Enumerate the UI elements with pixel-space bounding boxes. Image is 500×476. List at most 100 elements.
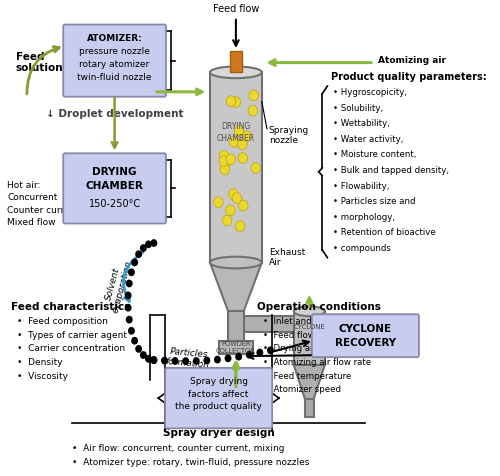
Text: DRYING
CHAMBER: DRYING CHAMBER	[217, 122, 255, 143]
Text: Spraying
nozzle: Spraying nozzle	[268, 126, 309, 145]
Text: DRYING: DRYING	[92, 167, 137, 177]
FancyBboxPatch shape	[305, 399, 314, 416]
Text: Operation conditions: Operation conditions	[258, 302, 382, 312]
FancyBboxPatch shape	[230, 51, 242, 72]
Text: • Particles size and: • Particles size and	[334, 197, 416, 206]
Text: • morphology,: • morphology,	[334, 213, 396, 222]
Circle shape	[229, 137, 238, 147]
Text: twin-fluid nozzle: twin-fluid nozzle	[78, 73, 152, 82]
Circle shape	[231, 97, 240, 108]
Text: Product quality parameters:: Product quality parameters:	[331, 72, 486, 82]
Circle shape	[249, 90, 258, 101]
Text: CHAMBER: CHAMBER	[86, 181, 143, 191]
Circle shape	[135, 345, 142, 353]
Text: •  Feed temperature: • Feed temperature	[262, 372, 351, 381]
Text: •  Inlet and Outlet temperature: • Inlet and Outlet temperature	[262, 317, 398, 326]
FancyBboxPatch shape	[210, 72, 262, 263]
Circle shape	[128, 327, 135, 335]
Ellipse shape	[294, 307, 325, 316]
Circle shape	[172, 357, 178, 365]
Text: • Solubility,: • Solubility,	[334, 104, 384, 112]
Text: Hot air:
Concurrent
Counter current
Mixed flow: Hot air: Concurrent Counter current Mixe…	[7, 181, 79, 227]
Circle shape	[124, 304, 132, 312]
Text: • Wettability,: • Wettability,	[334, 119, 390, 128]
Text: •  Atomizer type: rotary, twin-fluid, pressure nozzles: • Atomizer type: rotary, twin-fluid, pre…	[72, 457, 309, 466]
Text: • Retention of bioactive: • Retention of bioactive	[334, 228, 436, 238]
FancyBboxPatch shape	[63, 153, 166, 224]
Circle shape	[226, 96, 235, 107]
Circle shape	[124, 291, 132, 299]
Circle shape	[150, 239, 158, 247]
Text: • Bulk and tapped density,: • Bulk and tapped density,	[334, 166, 450, 175]
Circle shape	[214, 197, 223, 208]
Circle shape	[145, 240, 152, 248]
Circle shape	[145, 355, 152, 363]
Circle shape	[238, 153, 248, 163]
Text: POWDER
COLLECTOR: POWDER COLLECTOR	[216, 341, 256, 354]
Circle shape	[234, 126, 243, 136]
Circle shape	[238, 200, 248, 211]
Circle shape	[150, 356, 158, 364]
Circle shape	[126, 316, 132, 324]
Text: Feed
solution: Feed solution	[16, 52, 64, 73]
Text: rotary atomizer: rotary atomizer	[80, 60, 150, 69]
FancyBboxPatch shape	[312, 314, 419, 357]
Circle shape	[140, 351, 147, 359]
Circle shape	[140, 244, 147, 252]
Circle shape	[220, 164, 230, 175]
Text: factors affect: factors affect	[188, 390, 249, 399]
Text: 150-250°C: 150-250°C	[88, 199, 141, 209]
Circle shape	[214, 356, 221, 364]
Circle shape	[161, 357, 168, 365]
Circle shape	[242, 131, 252, 142]
Text: • Moisture content,: • Moisture content,	[334, 150, 417, 159]
Text: ATOMIZER:: ATOMIZER:	[86, 34, 142, 43]
Text: • Flowability,: • Flowability,	[334, 181, 390, 190]
Polygon shape	[210, 263, 262, 311]
Circle shape	[193, 357, 200, 365]
Circle shape	[222, 157, 231, 168]
Text: Solvent
evaporation: Solvent evaporation	[101, 256, 134, 314]
Circle shape	[222, 215, 232, 226]
Text: Final
product: Final product	[218, 395, 254, 415]
Circle shape	[236, 221, 245, 232]
Circle shape	[226, 154, 235, 165]
FancyBboxPatch shape	[218, 340, 253, 354]
FancyBboxPatch shape	[228, 311, 244, 340]
Text: Feed characteristics: Feed characteristics	[12, 302, 131, 312]
Circle shape	[235, 353, 242, 360]
Text: • Hygroscopicity,: • Hygroscopicity,	[334, 88, 407, 97]
Text: •  Carrier concentration: • Carrier concentration	[16, 345, 124, 354]
Text: •  Atomizer speed: • Atomizer speed	[262, 386, 340, 395]
Text: Hot air flow: Hot air flow	[99, 80, 152, 89]
Text: CYCLONE: CYCLONE	[339, 324, 392, 334]
FancyBboxPatch shape	[294, 311, 325, 365]
Circle shape	[128, 268, 135, 276]
Text: •  Types of carrier agent: • Types of carrier agent	[16, 331, 126, 340]
Text: CYCLONE: CYCLONE	[294, 325, 325, 330]
Circle shape	[226, 205, 235, 216]
FancyBboxPatch shape	[63, 25, 166, 97]
Text: the product quality: the product quality	[175, 402, 262, 411]
Circle shape	[131, 337, 138, 345]
Circle shape	[126, 279, 132, 288]
Text: Spray drying: Spray drying	[190, 377, 248, 386]
Text: Particles
formation: Particles formation	[166, 347, 211, 370]
Text: Exhaust
Air: Exhaust Air	[268, 248, 305, 268]
FancyBboxPatch shape	[165, 368, 272, 428]
Text: •  Air flow: concurrent, counter current, mixing: • Air flow: concurrent, counter current,…	[72, 444, 284, 453]
Circle shape	[232, 193, 241, 203]
Circle shape	[219, 156, 228, 167]
Circle shape	[224, 355, 232, 362]
Circle shape	[150, 356, 158, 364]
Ellipse shape	[210, 67, 262, 78]
Text: Feed flow: Feed flow	[212, 4, 259, 14]
Text: Spray dryer design: Spray dryer design	[163, 428, 274, 438]
Circle shape	[228, 189, 238, 199]
Circle shape	[220, 150, 229, 161]
Circle shape	[238, 139, 247, 149]
Circle shape	[182, 357, 189, 365]
Text: •  Feed flow rate: • Feed flow rate	[262, 331, 334, 340]
Polygon shape	[294, 365, 325, 399]
Text: • compounds: • compounds	[334, 244, 392, 253]
